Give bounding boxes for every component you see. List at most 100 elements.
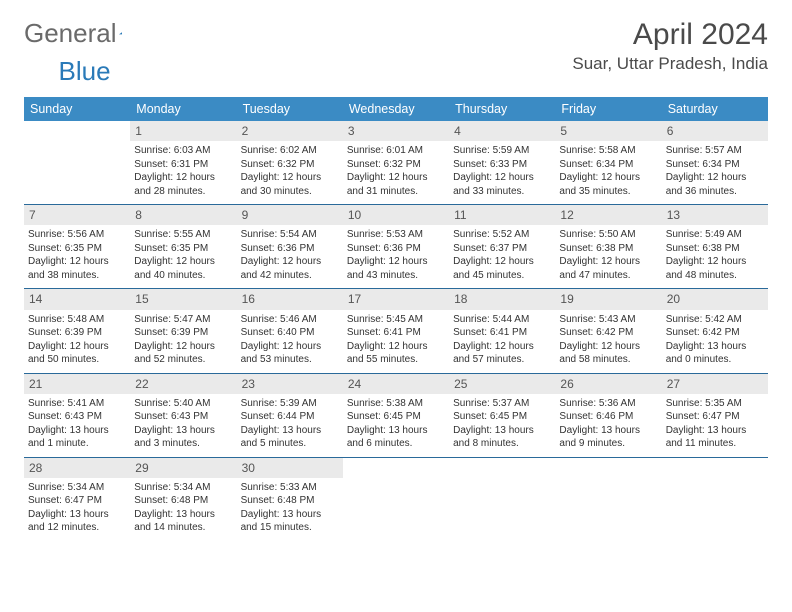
calendar-week: 28Sunrise: 5:34 AMSunset: 6:47 PMDayligh…: [24, 458, 768, 541]
sunrise-text: Sunrise: 5:37 AM: [453, 397, 551, 411]
calendar-day: 25 Sunrise: 5:37 AMSunset: 6:45 PMDayligh…: [449, 374, 555, 457]
sunset-text: Sunset: 6:32 PM: [347, 158, 445, 172]
sunset-text: Sunset: 6:48 PM: [241, 494, 339, 508]
sunrise-text: Sunrise: 5:53 AM: [347, 228, 445, 242]
day-number: 25: [449, 374, 555, 394]
location-text: Suar, Uttar Pradesh, India: [572, 54, 768, 74]
sunset-text: Sunset: 6:48 PM: [134, 494, 232, 508]
daylight-text: Daylight: 12 hours and 50 minutes.: [28, 340, 126, 367]
day-number: 1: [130, 121, 236, 141]
daylight-text: Daylight: 13 hours and 8 minutes.: [453, 424, 551, 451]
day-number: 27: [662, 374, 768, 394]
calendar-day: .: [343, 458, 449, 541]
day-of-week-header: SundayMondayTuesdayWednesdayThursdayFrid…: [24, 97, 768, 121]
calendar-day: 29 Sunrise: 5:34 AMSunset: 6:48 PMDayligh…: [130, 458, 236, 541]
day-number: 3: [343, 121, 449, 141]
calendar-day: 4Sunrise: 5:59 AMSunset: 6:33 PMDaylight…: [449, 121, 555, 204]
daylight-text: Daylight: 13 hours and 6 minutes.: [347, 424, 445, 451]
dow-header: Thursday: [449, 97, 555, 121]
day-number: 26: [555, 374, 661, 394]
daylight-text: Daylight: 13 hours and 9 minutes.: [559, 424, 657, 451]
daylight-text: Daylight: 13 hours and 0 minutes.: [666, 340, 764, 367]
calendar-day: 24 Sunrise: 5:38 AMSunset: 6:45 PMDayligh…: [343, 374, 449, 457]
sunrise-text: Sunrise: 5:58 AM: [559, 144, 657, 158]
daylight-text: Daylight: 12 hours and 31 minutes.: [347, 171, 445, 198]
sunset-text: Sunset: 6:41 PM: [347, 326, 445, 340]
sunset-text: Sunset: 6:45 PM: [453, 410, 551, 424]
calendar-day: 23Sunrise: 5:39 AMSunset: 6:44 PMDayligh…: [237, 374, 343, 457]
calendar-day: 21Sunrise: 5:41 AMSunset: 6:43 PMDayligh…: [24, 374, 130, 457]
day-number: 13: [662, 205, 768, 225]
daylight-text: Daylight: 13 hours and 3 minutes.: [134, 424, 232, 451]
sunrise-text: Sunrise: 6:03 AM: [134, 144, 232, 158]
daylight-text: Daylight: 12 hours and 35 minutes.: [559, 171, 657, 198]
sunrise-text: Sunrise: 5:44 AM: [453, 313, 551, 327]
sunrise-text: Sunrise: 5:34 AM: [134, 481, 232, 495]
calendar-day: 5Sunrise: 5:58 AMSunset: 6:34 PMDaylight…: [555, 121, 661, 204]
sunset-text: Sunset: 6:35 PM: [28, 242, 126, 256]
sunset-text: Sunset: 6:45 PM: [347, 410, 445, 424]
calendar-day: 30Sunrise: 5:33 AMSunset: 6:48 PMDayligh…: [237, 458, 343, 541]
daylight-text: Daylight: 12 hours and 58 minutes.: [559, 340, 657, 367]
sunrise-text: Sunrise: 5:34 AM: [28, 481, 126, 495]
day-number: 14: [24, 289, 130, 309]
brand-part1: General: [24, 18, 117, 49]
calendar-day: .: [449, 458, 555, 541]
calendar-day: 14Sunrise: 5:48 AMSunset: 6:39 PMDayligh…: [24, 289, 130, 372]
day-number: 17: [343, 289, 449, 309]
sunset-text: Sunset: 6:43 PM: [28, 410, 126, 424]
dow-header: Tuesday: [237, 97, 343, 121]
dow-header: Sunday: [24, 97, 130, 121]
dow-header: Friday: [555, 97, 661, 121]
calendar-day: 2Sunrise: 6:02 AMSunset: 6:32 PMDaylight…: [237, 121, 343, 204]
sunrise-text: Sunrise: 5:38 AM: [347, 397, 445, 411]
sunset-text: Sunset: 6:42 PM: [666, 326, 764, 340]
day-number: 21: [24, 374, 130, 394]
daylight-text: Daylight: 13 hours and 15 minutes.: [241, 508, 339, 535]
sunrise-text: Sunrise: 5:40 AM: [134, 397, 232, 411]
sunrise-text: Sunrise: 5:33 AM: [241, 481, 339, 495]
calendar-day: 15Sunrise: 5:47 AMSunset: 6:39 PMDayligh…: [130, 289, 236, 372]
sunrise-text: Sunrise: 5:43 AM: [559, 313, 657, 327]
calendar-week: 21Sunrise: 5:41 AMSunset: 6:43 PMDayligh…: [24, 374, 768, 458]
day-number: 4: [449, 121, 555, 141]
sunset-text: Sunset: 6:42 PM: [559, 326, 657, 340]
calendar-day: 6Sunrise: 5:57 AMSunset: 6:34 PMDaylight…: [662, 121, 768, 204]
sunset-text: Sunset: 6:32 PM: [241, 158, 339, 172]
calendar-day: 12Sunrise: 5:50 AMSunset: 6:38 PMDayligh…: [555, 205, 661, 288]
day-number: 16: [237, 289, 343, 309]
calendar-day: 17Sunrise: 5:45 AMSunset: 6:41 PMDayligh…: [343, 289, 449, 372]
daylight-text: Daylight: 13 hours and 14 minutes.: [134, 508, 232, 535]
day-number: 29: [130, 458, 236, 478]
sunset-text: Sunset: 6:41 PM: [453, 326, 551, 340]
sunrise-text: Sunrise: 5:57 AM: [666, 144, 764, 158]
calendar-day: 3Sunrise: 6:01 AMSunset: 6:32 PMDaylight…: [343, 121, 449, 204]
calendar-day: 28Sunrise: 5:34 AMSunset: 6:47 PMDayligh…: [24, 458, 130, 541]
day-number: 9: [237, 205, 343, 225]
brand-part2: Blue: [59, 56, 111, 87]
day-number: 24: [343, 374, 449, 394]
daylight-text: Daylight: 12 hours and 42 minutes.: [241, 255, 339, 282]
daylight-text: Daylight: 12 hours and 33 minutes.: [453, 171, 551, 198]
calendar-day: 26Sunrise: 5:36 AMSunset: 6:46 PMDayligh…: [555, 374, 661, 457]
calendar-day: 19 Sunrise: 5:43 AMSunset: 6:42 PMDayligh…: [555, 289, 661, 372]
calendar-week: 7Sunrise: 5:56 AMSunset: 6:35 PMDaylight…: [24, 205, 768, 289]
calendar-day: 7Sunrise: 5:56 AMSunset: 6:35 PMDaylight…: [24, 205, 130, 288]
calendar-day: .: [24, 121, 130, 204]
calendar-day: 27Sunrise: 5:35 AMSunset: 6:47 PMDayligh…: [662, 374, 768, 457]
day-number: 15: [130, 289, 236, 309]
sunset-text: Sunset: 6:36 PM: [347, 242, 445, 256]
day-number: 18: [449, 289, 555, 309]
calendar-day: 8Sunrise: 5:55 AMSunset: 6:35 PMDaylight…: [130, 205, 236, 288]
sunrise-text: Sunrise: 5:56 AM: [28, 228, 126, 242]
day-number: 19: [555, 289, 661, 309]
daylight-text: Daylight: 12 hours and 57 minutes.: [453, 340, 551, 367]
calendar-week: .1 Sunrise: 6:03 AMSunset: 6:31 PM Dayligh…: [24, 121, 768, 205]
sunrise-text: Sunrise: 5:52 AM: [453, 228, 551, 242]
sunset-text: Sunset: 6:47 PM: [28, 494, 126, 508]
sunset-text: Sunset: 6:36 PM: [241, 242, 339, 256]
daylight-text: Daylight: 12 hours and 48 minutes.: [666, 255, 764, 282]
daylight-text: Daylight: 13 hours and 5 minutes.: [241, 424, 339, 451]
sunset-text: Sunset: 6:31 PM: [134, 158, 232, 172]
calendar-day: 20Sunrise: 5:42 AMSunset: 6:42 PMDayligh…: [662, 289, 768, 372]
